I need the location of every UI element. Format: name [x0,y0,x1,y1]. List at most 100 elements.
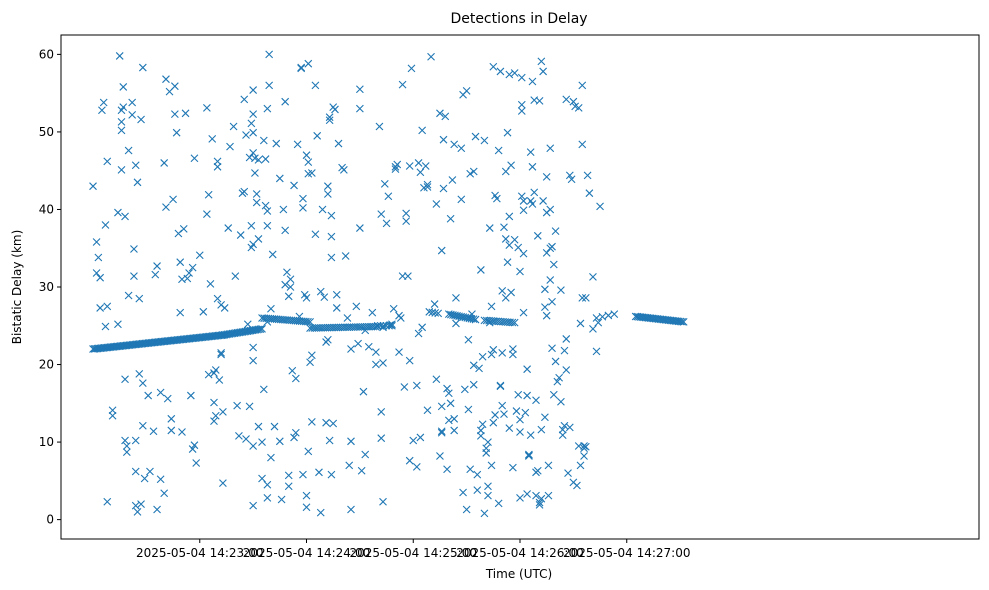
data-point [423,406,432,415]
data-point [384,192,393,201]
data-point [247,119,256,128]
data-point [478,420,487,429]
data-point [163,394,172,403]
data-point [519,249,528,258]
data-point [138,421,147,430]
data-point [115,52,124,60]
data-point [92,269,101,277]
data-point [437,428,446,437]
data-point [263,318,272,326]
data-point [162,75,170,84]
data-point [334,139,343,148]
data-point [437,402,446,411]
data-point [372,348,380,357]
data-point [130,245,138,253]
data-point [172,128,181,137]
data-point [206,280,215,288]
data-point [122,448,131,457]
data-point [130,272,138,281]
data-point [423,183,432,191]
data-point [476,431,485,440]
data-point [436,109,444,118]
data-point [133,507,142,516]
data-point [361,450,370,459]
data-point [98,106,106,115]
data-point [101,221,110,229]
data-point [299,470,307,479]
data-point [471,132,480,141]
data-point [202,210,211,219]
data-point [357,466,366,475]
data-point [167,414,176,423]
data-point [482,444,491,453]
data-point [364,342,373,351]
data-point [183,274,192,283]
data-point [224,224,233,232]
data-point [565,423,574,432]
data-point [359,387,368,396]
data-point [117,166,126,174]
data-point [263,494,272,502]
data-point [484,482,492,491]
data-point [103,157,112,166]
data-point [275,437,284,446]
data-point [416,168,425,177]
data-point [217,349,226,357]
data-point [304,317,312,326]
data-point [306,358,314,367]
data-point [270,422,279,431]
data-point [386,321,395,329]
data-point [537,425,546,434]
data-point [528,77,537,86]
data-point [517,100,526,109]
data-point [96,273,105,282]
data-point [546,205,555,214]
data-point [446,214,455,223]
data-point [325,113,334,122]
data-point [558,425,567,434]
data-point [580,452,588,460]
data-point [541,285,549,294]
data-point [412,381,421,390]
data-point [267,453,275,462]
data-point [179,224,188,233]
data-point [307,418,316,426]
data-point [135,369,144,378]
y-tick-label: 10 [39,435,54,449]
data-point [254,325,263,334]
data-point [560,346,569,355]
data-point [379,359,387,367]
data-point [137,115,145,124]
data-point [549,260,558,269]
data-point [286,275,295,284]
data-point [452,293,460,302]
data-point [578,293,587,302]
data-point [135,294,144,303]
y-tick-label: 50 [39,125,54,139]
data-point [373,321,382,330]
data-point [277,495,286,504]
data-point [565,171,574,180]
data-point [211,366,220,374]
data-point [405,162,414,170]
data-point [311,230,320,239]
data-point [128,110,137,119]
data-point [146,467,154,476]
data-point [487,461,496,470]
data-point [516,415,524,424]
data-point [542,173,551,181]
data-point [485,224,494,232]
data-point [501,235,510,243]
data-point [202,103,211,112]
data-point [92,238,101,246]
data-point [103,302,112,311]
data-point [589,273,597,281]
data-point [457,195,466,204]
data-point [122,442,131,450]
data-point [249,501,258,510]
data-point [562,95,571,104]
y-tick-label: 40 [39,202,54,216]
data-point [393,160,402,169]
data-point [395,348,403,357]
